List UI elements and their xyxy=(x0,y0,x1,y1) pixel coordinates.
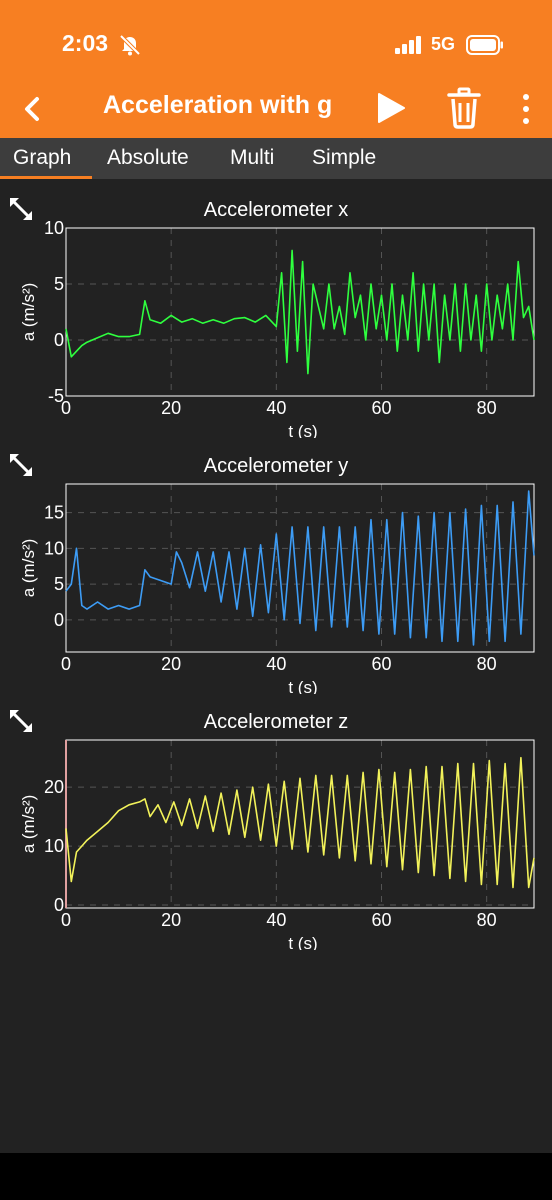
tab-simple[interactable]: Simple xyxy=(312,146,377,169)
x-tick-label: 80 xyxy=(477,654,497,674)
trash-icon[interactable] xyxy=(447,87,481,134)
tab-multi[interactable]: Multi xyxy=(230,146,275,169)
selected-tab-indicator xyxy=(0,176,92,179)
x-tick-label: 0 xyxy=(61,398,71,418)
x-tick-label: 80 xyxy=(477,398,497,418)
battery-icon xyxy=(466,35,504,60)
series-line xyxy=(65,756,535,889)
chart-title: Accelerometer x xyxy=(204,199,349,221)
x-axis-label: t (s) xyxy=(288,422,317,438)
plot-frame xyxy=(65,739,535,909)
status-bar: 2:03 5G xyxy=(0,0,552,80)
chart-title: Accelerometer z xyxy=(204,711,349,733)
y-tick-label: -5 xyxy=(48,386,64,406)
experiment-title: Acceleration with g xyxy=(103,91,333,119)
x-tick-label: 0 xyxy=(61,910,71,930)
x-tick-label: 40 xyxy=(266,910,286,930)
expand-icon[interactable] xyxy=(8,452,34,483)
network-type: 5G xyxy=(431,34,456,54)
x-tick-label: 40 xyxy=(266,398,286,418)
expand-icon[interactable] xyxy=(8,196,34,227)
y-axis-label: a (m/s²) xyxy=(19,795,38,854)
x-tick-label: 60 xyxy=(371,910,391,930)
x-tick-label: 20 xyxy=(161,398,181,418)
y-tick-label: 15 xyxy=(44,503,64,523)
y-tick-label: 20 xyxy=(44,777,64,797)
tab-absolute[interactable]: Absolute xyxy=(107,146,189,169)
accelerometer-z-chart[interactable]: Accelerometer z 0 20 40 60 80 0 10 20 t (s) a (m/s… xyxy=(0,700,552,950)
x-tick-label: 80 xyxy=(477,910,497,930)
view-tab-bar: Graph Absolute Multi Simple xyxy=(0,138,552,179)
y-tick-label: 0 xyxy=(54,330,64,350)
x-tick-label: 40 xyxy=(266,654,286,674)
y-tick-label: 10 xyxy=(44,836,64,856)
expand-icon[interactable] xyxy=(8,708,34,739)
more-options-icon[interactable] xyxy=(520,93,532,130)
y-axis-label: a (m/s²) xyxy=(19,539,38,598)
chart-panel-x: Accelerometer x 0 20 40 60 80 -5 0 5 10 t (s) a (m/… xyxy=(0,188,552,438)
chart-title: Accelerometer y xyxy=(204,455,349,477)
x-axis-label: t (s) xyxy=(288,678,317,694)
status-time: 2:03 xyxy=(62,30,109,56)
x-tick-label: 20 xyxy=(161,654,181,674)
y-axis-label: a (m/s²) xyxy=(19,283,38,342)
y-tick-label: 5 xyxy=(54,574,64,594)
plot-frame xyxy=(65,227,535,397)
y-tick-label: 5 xyxy=(54,274,64,294)
x-tick-label: 60 xyxy=(371,398,391,418)
y-tick-label: 0 xyxy=(54,895,64,915)
x-tick-label: 60 xyxy=(371,654,391,674)
play-icon[interactable] xyxy=(376,92,406,129)
chart-panel-y: Accelerometer y 0 20 40 60 80 0 5 10 15 t (s) a (m/… xyxy=(0,444,552,694)
chart-panel-z: Accelerometer z 0 20 40 60 80 0 10 20 t (s) a (m/s… xyxy=(0,700,552,950)
home-indicator-area xyxy=(0,1153,552,1200)
x-tick-label: 20 xyxy=(161,910,181,930)
x-axis-label: t (s) xyxy=(288,934,317,950)
x-tick-label: 0 xyxy=(61,654,71,674)
bell-muted-icon xyxy=(118,33,142,62)
accelerometer-y-chart[interactable]: Accelerometer y 0 20 40 60 80 0 5 10 15 t (s) a (m/… xyxy=(0,444,552,694)
tab-graph[interactable]: Graph xyxy=(13,146,72,169)
plot-frame xyxy=(65,483,535,653)
cellular-signal-icon xyxy=(395,36,423,59)
series-line xyxy=(65,490,535,646)
series-line xyxy=(65,249,535,375)
back-arrow-icon[interactable] xyxy=(20,94,44,129)
app-bar: Acceleration with g xyxy=(0,80,552,138)
y-tick-label: 10 xyxy=(44,218,64,238)
y-tick-label: 0 xyxy=(54,610,64,630)
y-tick-label: 10 xyxy=(44,538,64,558)
